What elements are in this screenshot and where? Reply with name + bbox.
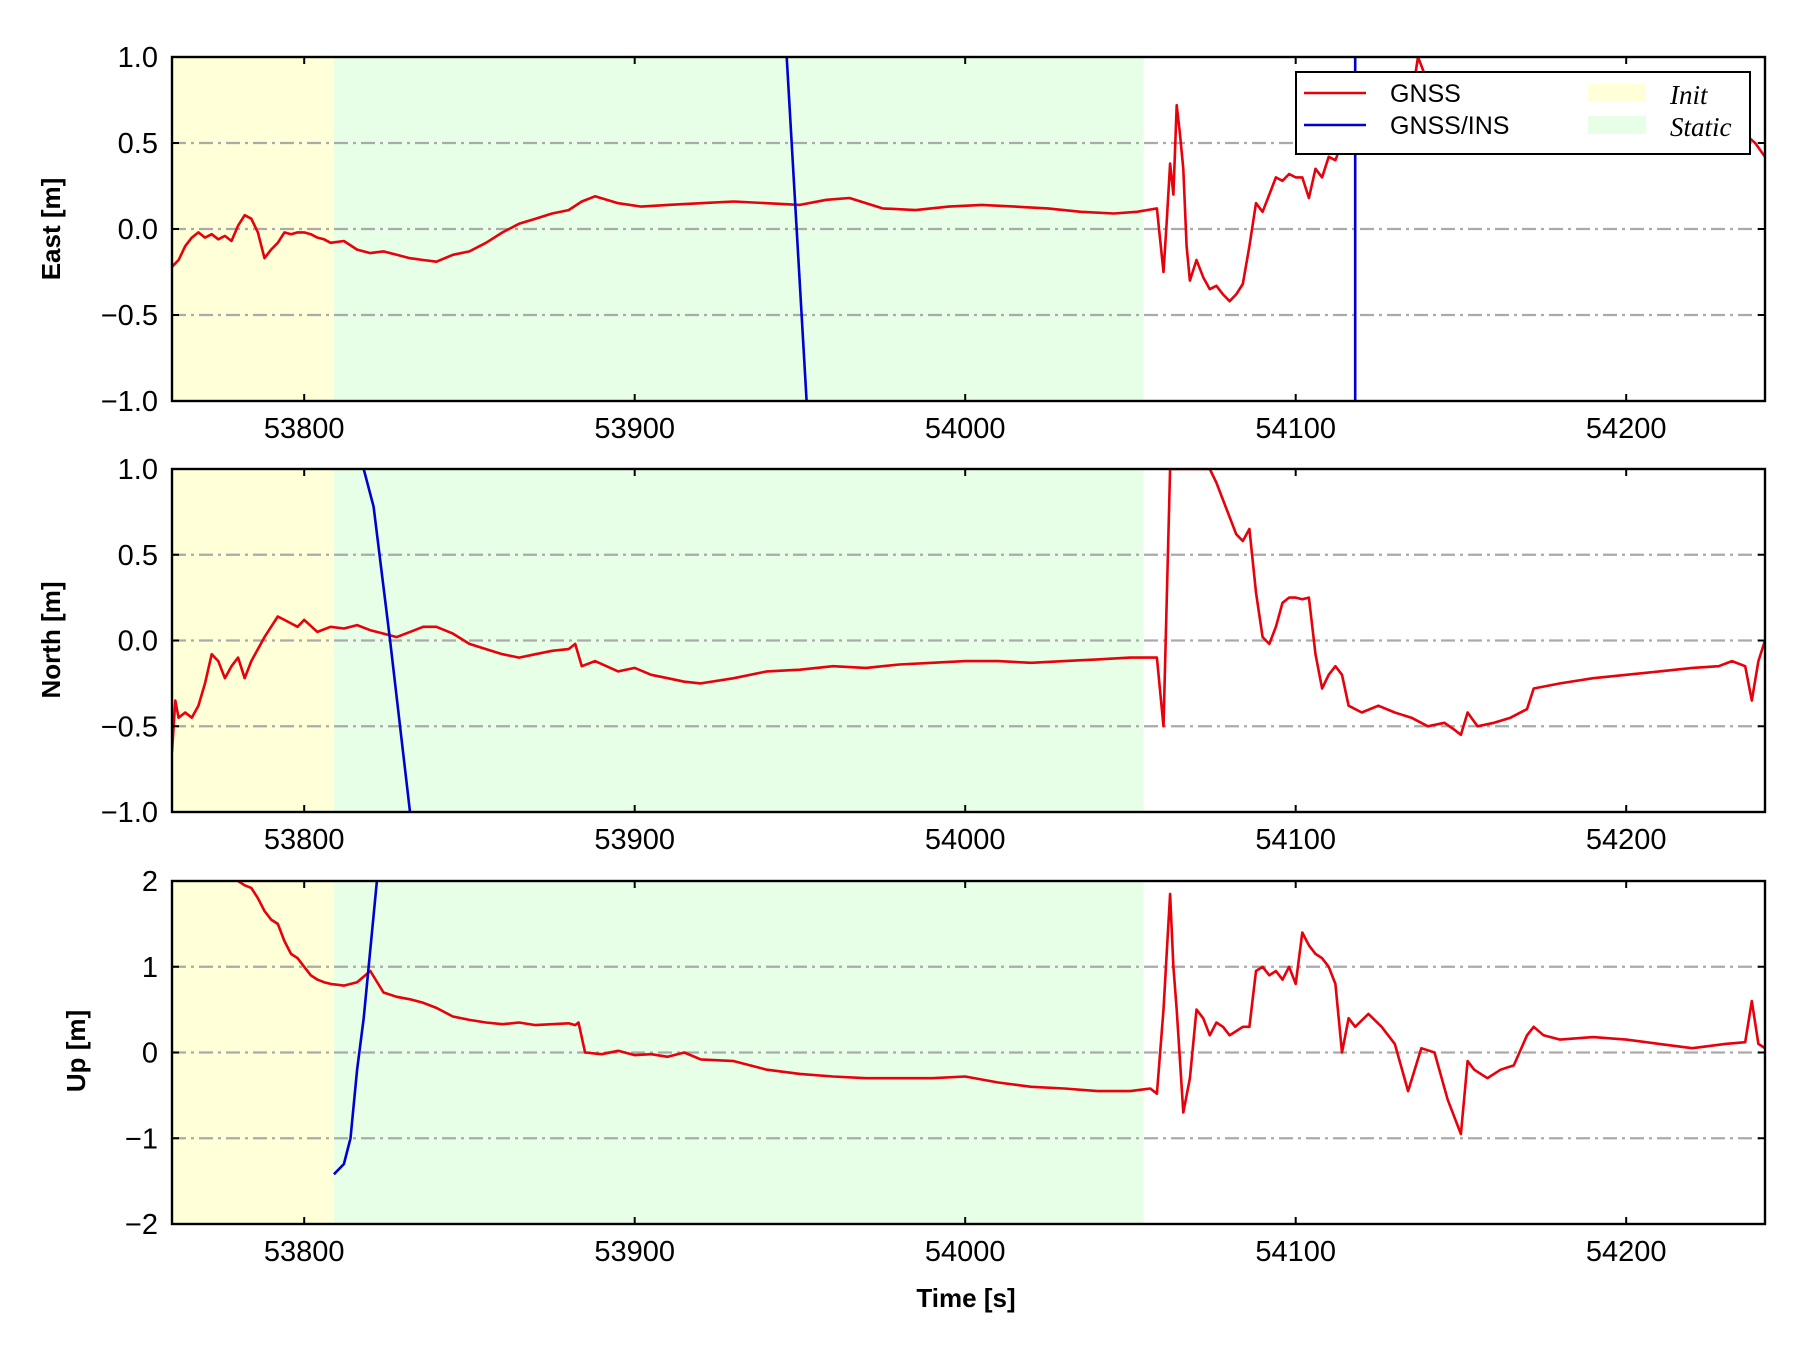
north-ytick-label-2: 0.0	[118, 626, 158, 658]
up-ytick-label-2: 0	[142, 1038, 158, 1070]
up-ytick-label-1: −1	[125, 1123, 158, 1155]
north-ytick-label-3: 0.5	[118, 540, 158, 572]
east-ylabel: East [m]	[36, 178, 66, 281]
north-series-gnss	[172, 469, 1765, 753]
legend: GNSS GNSS/INS Init Static	[1295, 71, 1751, 155]
north-region-static	[333, 469, 1144, 812]
up-region-static	[333, 881, 1144, 1224]
north-ytick-label-1: −0.5	[101, 711, 158, 743]
legend-static-patch	[1588, 116, 1646, 134]
north-xtick-label-3: 54100	[1255, 824, 1336, 856]
up-series-gnss-ins-segment-0	[332, 881, 379, 1176]
up-xtick-label-4: 54200	[1586, 1236, 1667, 1268]
up-ylabel: Up [m]	[61, 1010, 91, 1092]
east-xtick-label-1: 53900	[594, 413, 675, 445]
up-panel: Up [m] Time [s] 53800 53900 54000 54100 5420…	[61, 866, 1767, 1313]
north-panel: North [m] 53800 53900 54000 54100 54200 −1.0 −…	[36, 454, 1767, 856]
legend-gnss-ins-label: GNSS/INS	[1390, 112, 1509, 140]
up-ytick-label-4: 2	[142, 866, 158, 898]
east-plot-area	[172, 57, 1765, 401]
east-region-init	[172, 57, 334, 401]
north-ylabel: North [m]	[36, 582, 66, 699]
up-plot-area	[172, 881, 1765, 1224]
north-ytick-label-4: 1.0	[118, 454, 158, 486]
up-series-gnss	[237, 881, 1765, 1136]
east-xtick-label-0: 53800	[264, 413, 345, 445]
north-region-init	[172, 469, 334, 812]
up-xtick-label-0: 53800	[264, 1236, 345, 1268]
east-xtick-label-2: 54000	[925, 413, 1006, 445]
north-xtick-label-1: 53900	[594, 824, 675, 856]
legend-init-label: Init	[1669, 80, 1709, 110]
up-xtick-label-2: 54000	[925, 1236, 1006, 1268]
north-xtick-label-0: 53800	[264, 824, 345, 856]
legend-gnss-label: GNSS	[1390, 80, 1461, 108]
north-series-gnss-ins-segment-0	[362, 469, 412, 812]
east-xtick-label-3: 54100	[1255, 413, 1336, 445]
north-plot-area	[172, 469, 1765, 812]
legend-box	[1295, 71, 1751, 155]
north-xtick-label-2: 54000	[925, 824, 1006, 856]
east-series-gnss-ins-segment-0	[785, 57, 808, 401]
east-xtick-label-4: 54200	[1586, 413, 1667, 445]
east-panel: East [m] 53800 53900 54000 54100 54200 −1.0 −0…	[36, 42, 1767, 445]
up-xtick-label-3: 54100	[1255, 1236, 1336, 1268]
up-xtick-label-1: 53900	[594, 1236, 675, 1268]
east-region-static	[333, 57, 1144, 401]
east-ytick-label-1: −0.5	[101, 300, 158, 332]
up-region-init	[172, 881, 334, 1224]
north-xtick-label-4: 54200	[1586, 824, 1667, 856]
legend-static-label: Static	[1670, 112, 1732, 142]
time-xlabel: Time [s]	[916, 1283, 1015, 1313]
north-ytick-label-0: −1.0	[101, 797, 158, 829]
up-ytick-label-0: −2	[125, 1209, 158, 1241]
east-ytick-label-0: −1.0	[101, 386, 158, 418]
east-ytick-label-4: 1.0	[118, 42, 158, 74]
east-ytick-label-3: 0.5	[118, 128, 158, 160]
up-ytick-label-3: 1	[142, 952, 158, 984]
legend-init-patch	[1588, 84, 1646, 102]
east-ytick-label-2: 0.0	[118, 214, 158, 246]
